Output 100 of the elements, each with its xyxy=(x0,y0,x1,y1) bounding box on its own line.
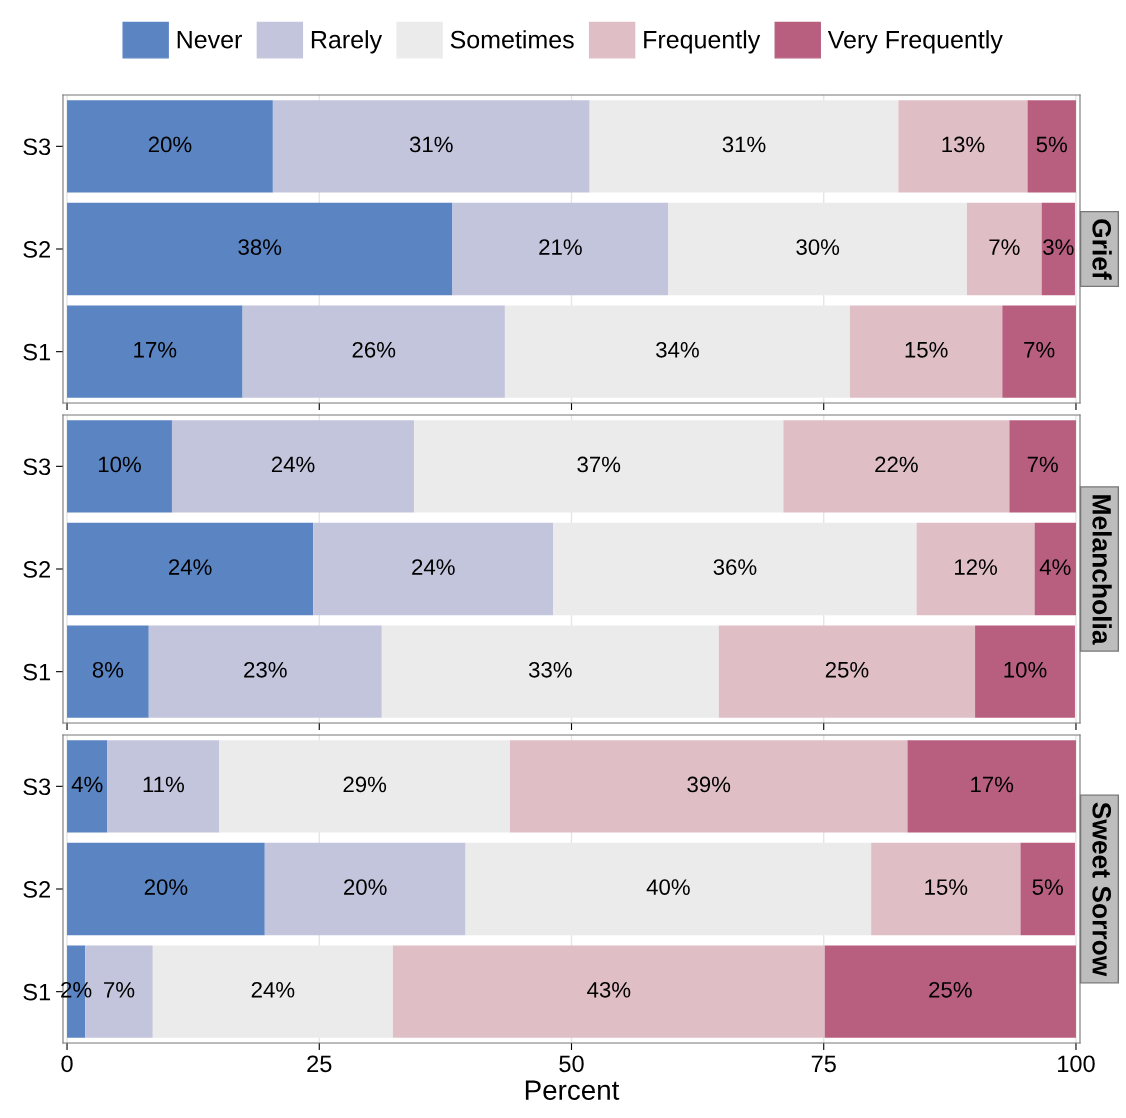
bar xyxy=(67,740,108,833)
data-label: 20% xyxy=(344,879,387,895)
data-label: 43% xyxy=(587,981,631,998)
data-label: 10% xyxy=(98,456,141,473)
text: Melancholia xyxy=(1092,495,1112,645)
data-label: 11% xyxy=(143,776,185,793)
bar xyxy=(392,945,825,1038)
y-tick-label: S3 xyxy=(23,138,51,156)
data-label: 39% xyxy=(687,776,731,793)
bar xyxy=(916,522,1035,616)
legend-label: Sometimes xyxy=(450,30,574,49)
legend-label: Very Frequently xyxy=(827,30,1003,54)
y-tick-label: S2 xyxy=(23,881,51,898)
y-tick-label: S1 xyxy=(23,983,51,1001)
bar xyxy=(67,305,243,398)
data-label: 7% xyxy=(989,239,1020,255)
bar xyxy=(67,842,265,936)
x-tick-label: 75 xyxy=(811,1055,836,1073)
y-tick-label: S2 xyxy=(23,561,51,578)
data-label: 15% xyxy=(905,341,948,358)
x-tick-label: 0 xyxy=(61,1055,73,1073)
data-label: 33% xyxy=(528,661,572,678)
data-label: 17% xyxy=(971,776,1014,793)
bar xyxy=(1034,522,1076,616)
data-label: 12% xyxy=(955,559,998,575)
bar xyxy=(67,420,172,513)
legend-label: Frequently xyxy=(644,30,761,54)
y-tick-label: S3 xyxy=(23,458,51,476)
data-label: 3% xyxy=(1043,239,1074,255)
data-label: 22% xyxy=(875,456,918,473)
bar xyxy=(967,202,1042,296)
y-tick-label: S3 xyxy=(23,778,51,796)
bar xyxy=(849,305,1003,398)
data-label: 34% xyxy=(656,341,699,358)
data-label: 8% xyxy=(92,661,124,678)
bar xyxy=(1041,202,1075,296)
data-label: 24% xyxy=(412,559,455,575)
x-tick-label: 100 xyxy=(1058,1055,1095,1073)
bar xyxy=(783,420,1010,513)
y-tick-label: S1 xyxy=(23,343,51,361)
data-label: 4% xyxy=(71,776,103,793)
x-tick-label: 50 xyxy=(559,1055,584,1073)
data-label: 5% xyxy=(1032,879,1063,895)
bar xyxy=(907,740,1076,833)
bar xyxy=(509,740,908,833)
data-label: 25% xyxy=(825,661,869,678)
bar xyxy=(264,842,466,936)
data-label: 31% xyxy=(409,136,453,153)
bar xyxy=(67,522,314,616)
bar xyxy=(1020,842,1075,936)
data-label: 31% xyxy=(722,136,766,153)
bar xyxy=(824,945,1076,1038)
bar xyxy=(242,305,505,398)
data-label: 21% xyxy=(539,239,582,255)
data-label: 38% xyxy=(238,239,282,255)
bar xyxy=(975,625,1075,718)
data-label: 40% xyxy=(646,879,690,895)
x-axis-title: Percent xyxy=(525,1080,620,1100)
data-label: 17% xyxy=(134,341,177,358)
bar xyxy=(67,625,149,718)
bar xyxy=(67,100,273,193)
data-label: 10% xyxy=(1004,661,1047,678)
data-label: 5% xyxy=(1036,136,1068,153)
data-label: 37% xyxy=(577,456,621,473)
data-label: 15% xyxy=(925,879,968,895)
text: Sweet Sorrow xyxy=(1092,802,1112,977)
data-label: 25% xyxy=(929,981,972,998)
y-tick-label: S1 xyxy=(23,663,51,681)
bar xyxy=(898,100,1028,193)
bar xyxy=(871,842,1021,936)
bar xyxy=(718,625,976,718)
legend-label: Never xyxy=(177,31,242,49)
data-label: 7% xyxy=(104,981,135,998)
legend-label: Rarely xyxy=(311,30,383,54)
bar xyxy=(452,202,669,296)
bar xyxy=(107,740,220,833)
bar xyxy=(148,625,382,718)
data-label: 13% xyxy=(942,136,985,153)
bar xyxy=(171,420,415,513)
data-label: 30% xyxy=(796,239,840,255)
bar xyxy=(1002,305,1076,398)
y-tick-label: S2 xyxy=(23,241,51,258)
data-label: 7% xyxy=(1027,456,1058,473)
data-label: 20% xyxy=(144,879,188,895)
data-label: 24% xyxy=(169,559,212,575)
bar xyxy=(272,100,590,193)
x-tick-label: 25 xyxy=(307,1055,332,1073)
data-label: 24% xyxy=(271,456,315,473)
data-label: 36% xyxy=(713,559,757,575)
bar xyxy=(1027,100,1076,193)
data-label: 23% xyxy=(244,661,287,678)
data-label: 24% xyxy=(251,981,295,998)
bar xyxy=(313,522,554,616)
data-label: 7% xyxy=(1024,341,1055,358)
text: Grief xyxy=(1092,219,1112,280)
data-label: 29% xyxy=(343,776,387,793)
bar xyxy=(67,202,453,296)
bar xyxy=(1009,420,1076,513)
data-label: 4% xyxy=(1039,559,1071,575)
data-label: 26% xyxy=(352,341,396,358)
